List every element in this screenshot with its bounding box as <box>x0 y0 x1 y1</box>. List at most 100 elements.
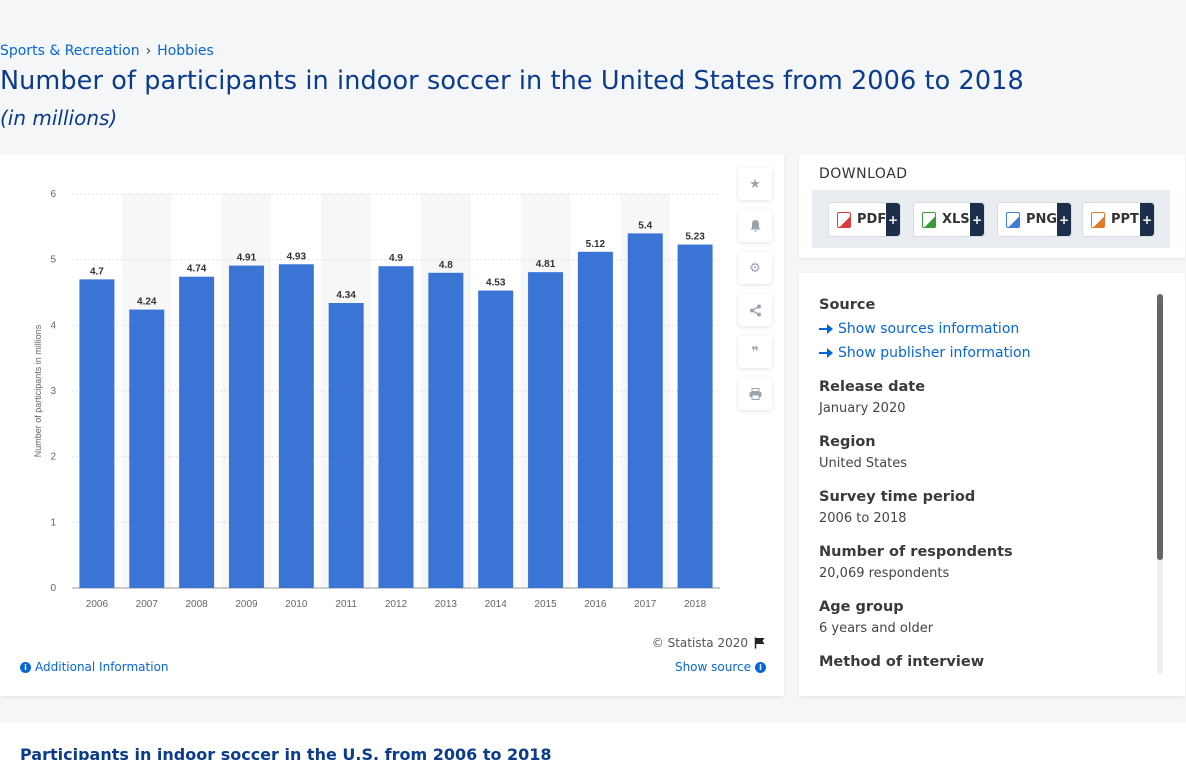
settings-button[interactable]: ⚙ <box>738 252 772 284</box>
download-ppt-button[interactable]: PPT + <box>1082 202 1155 237</box>
page-subtitle: (in millions) <box>0 106 118 130</box>
flag-icon[interactable] <box>754 637 766 649</box>
download-ppt-label: PPT <box>1111 212 1139 227</box>
survey-period-value: 2006 to 2018 <box>819 511 907 526</box>
page-title: Number of participants in indoor soccer … <box>0 66 1024 96</box>
data-label: 5.23 <box>685 232 705 243</box>
bar <box>278 264 314 588</box>
show-sources-link[interactable]: Show sources information <box>819 321 1019 337</box>
x-tick-label: 2018 <box>684 599 707 610</box>
data-label: 4.7 <box>90 266 104 277</box>
respondents-value: 20,069 respondents <box>819 566 950 581</box>
bar <box>677 244 713 588</box>
y-axis-label: Number of participants in millions <box>33 324 43 457</box>
ppt-file-icon <box>1091 211 1105 228</box>
data-label: 4.91 <box>237 253 257 264</box>
breadcrumb-separator: › <box>145 43 152 59</box>
download-png-button[interactable]: PNG + <box>997 202 1072 237</box>
share-button[interactable] <box>738 294 772 326</box>
x-tick-label: 2013 <box>435 599 458 610</box>
info-icon: i <box>20 661 31 673</box>
x-tick-label: 2017 <box>634 599 657 610</box>
survey-period-label: Survey time period <box>819 489 976 505</box>
download-pdf-label: PDF <box>857 212 887 227</box>
region-value: United States <box>819 456 908 471</box>
arrow-right-icon <box>819 324 833 334</box>
respondents-label: Number of respondents <box>819 544 1013 560</box>
data-label: 5.4 <box>638 220 652 231</box>
show-publisher-label: Show publisher information <box>838 345 1031 361</box>
show-source-label: Show source <box>674 660 751 674</box>
scrollbar-thumb[interactable] <box>1157 294 1163 560</box>
related-title: Participants in indoor soccer in the U.S… <box>20 745 552 760</box>
x-tick-label: 2011 <box>335 599 357 610</box>
bar <box>428 272 464 588</box>
y-tick-label: 6 <box>50 189 56 200</box>
x-tick-label: 2014 <box>485 599 508 610</box>
data-label: 4.74 <box>187 264 207 275</box>
download-png-label: PNG <box>1026 212 1058 227</box>
interview-method-label: Method of interview <box>819 654 985 670</box>
plus-icon: + <box>886 203 900 236</box>
breadcrumb: Sports & Recreation › Hobbies <box>0 43 214 59</box>
bar <box>528 272 564 588</box>
download-xls-label: XLS <box>942 212 970 227</box>
x-tick-label: 2007 <box>136 599 159 610</box>
notification-button[interactable] <box>738 210 772 242</box>
plus-icon: + <box>1057 203 1071 236</box>
bar <box>129 309 165 588</box>
copyright-text: © Statista 2020 <box>651 636 748 650</box>
chart-card: 0 1 2 3 4 5 6 Number of participants in million… <box>0 154 784 696</box>
bar <box>79 279 115 588</box>
release-date-value: January 2020 <box>819 401 906 416</box>
y-tick-label: 5 <box>50 255 56 266</box>
bell-icon <box>750 220 760 232</box>
x-tick-label: 2016 <box>584 599 607 610</box>
y-tick-label: 2 <box>50 452 56 463</box>
show-publisher-link[interactable]: Show publisher information <box>819 345 1030 361</box>
x-tick-label: 2015 <box>534 599 557 610</box>
bar-chart: 0 1 2 3 4 5 6 Number of participants in million… <box>33 189 720 610</box>
print-button[interactable] <box>738 378 772 410</box>
download-title: DOWNLOAD <box>819 166 908 182</box>
y-tick-label: 3 <box>50 386 56 397</box>
x-tick-label: 2006 <box>86 599 109 610</box>
pdf-file-icon <box>837 211 851 228</box>
x-tick-label: 2008 <box>185 599 208 610</box>
data-label: 4.93 <box>287 251 307 262</box>
data-label: 4.34 <box>336 290 356 301</box>
data-label: 4.8 <box>439 260 453 271</box>
quote-icon: ❞ <box>751 344 759 360</box>
data-label: 5.12 <box>586 239 606 250</box>
x-tick-label: 2009 <box>235 599 258 610</box>
bar <box>228 265 264 588</box>
breadcrumb-link-hobbies[interactable]: Hobbies <box>157 43 214 59</box>
star-icon: ★ <box>749 176 761 192</box>
cite-button[interactable]: ❞ <box>738 336 772 368</box>
show-sources-label: Show sources information <box>838 321 1020 337</box>
bar <box>378 266 414 588</box>
plus-icon: + <box>1140 203 1154 236</box>
source-label: Source <box>819 297 876 313</box>
bar <box>627 233 663 588</box>
details-card: Source Show sources information Show pub… <box>799 273 1185 696</box>
gear-icon: ⚙ <box>749 260 761 276</box>
download-pdf-button[interactable]: PDF + <box>828 202 901 237</box>
y-tick-label: 4 <box>50 320 56 331</box>
x-tick-label: 2010 <box>285 599 308 610</box>
region-label: Region <box>819 434 876 450</box>
breadcrumb-link-sports[interactable]: Sports & Recreation <box>0 43 140 59</box>
data-label: 4.9 <box>389 253 403 264</box>
download-xls-button[interactable]: XLS + <box>913 202 985 237</box>
show-source-link[interactable]: Show source i <box>675 660 766 674</box>
data-label: 4.24 <box>137 297 157 308</box>
bar <box>478 290 514 588</box>
favorite-button[interactable]: ★ <box>738 168 772 200</box>
details-scrollbar[interactable] <box>1157 294 1163 674</box>
additional-info-link[interactable]: i Additional Information <box>20 660 169 674</box>
bar <box>179 276 215 588</box>
chart-toolbar: ★ ⚙ ❞ <box>738 168 772 410</box>
x-tick-label: 2012 <box>385 599 408 610</box>
data-label: 4.81 <box>536 259 556 270</box>
png-file-icon <box>1006 211 1020 228</box>
